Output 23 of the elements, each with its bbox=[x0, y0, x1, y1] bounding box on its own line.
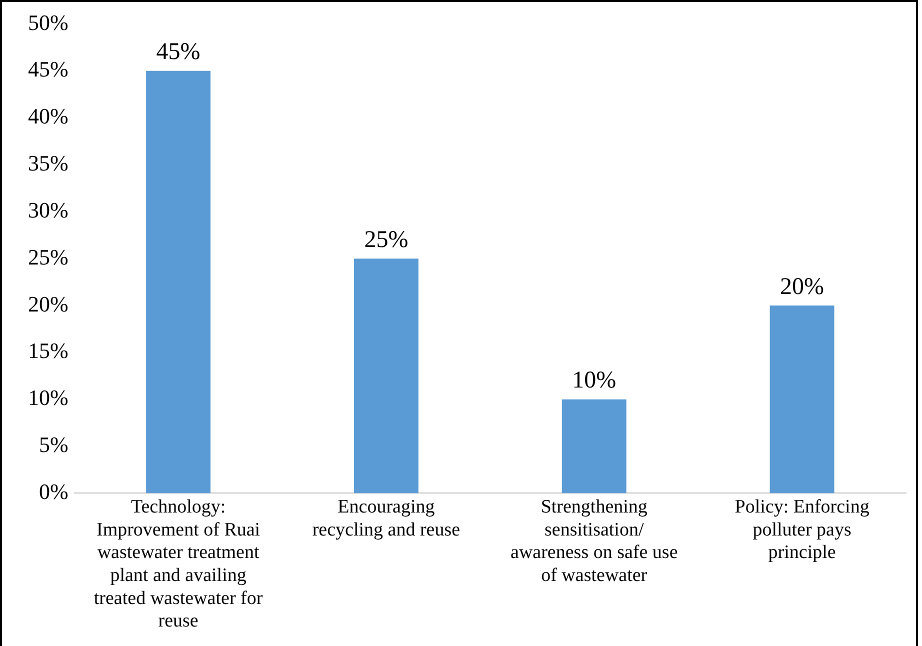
y-tick-label: 45% bbox=[28, 56, 68, 82]
y-tick-label: 30% bbox=[28, 197, 68, 222]
y-tick-label: 20% bbox=[28, 291, 68, 316]
bar bbox=[562, 399, 626, 494]
y-tick-label: 40% bbox=[28, 104, 68, 129]
data-label: 45% bbox=[156, 39, 200, 66]
bar bbox=[354, 258, 418, 494]
y-tick-label: 15% bbox=[28, 338, 68, 364]
x-tick-label: Encouraging recycling and reuse bbox=[312, 496, 460, 540]
y-tick-label: 0% bbox=[39, 478, 68, 504]
bar bbox=[770, 306, 834, 494]
data-label: 25% bbox=[364, 226, 408, 253]
y-tick-label: 25% bbox=[28, 244, 68, 270]
data-label: 20% bbox=[780, 274, 824, 300]
bar bbox=[146, 70, 211, 494]
y-tick-label: 10% bbox=[28, 385, 68, 410]
x-tick-label: Strengthening sensitisation/ awareness on safe use of wastewater bbox=[510, 496, 678, 586]
y-tick-label: 5% bbox=[39, 432, 68, 458]
y-tick-label: 35% bbox=[28, 150, 68, 176]
x-tick-label: Technology: Improvement of Ruai wastewater treatment plant and availing treated wastewater for reuse bbox=[94, 496, 264, 632]
data-label: 10% bbox=[572, 368, 616, 394]
x-tick-label: Policy: Enforcing polluter pays principle bbox=[734, 496, 870, 564]
y-tick-label: 50% bbox=[28, 10, 68, 35]
